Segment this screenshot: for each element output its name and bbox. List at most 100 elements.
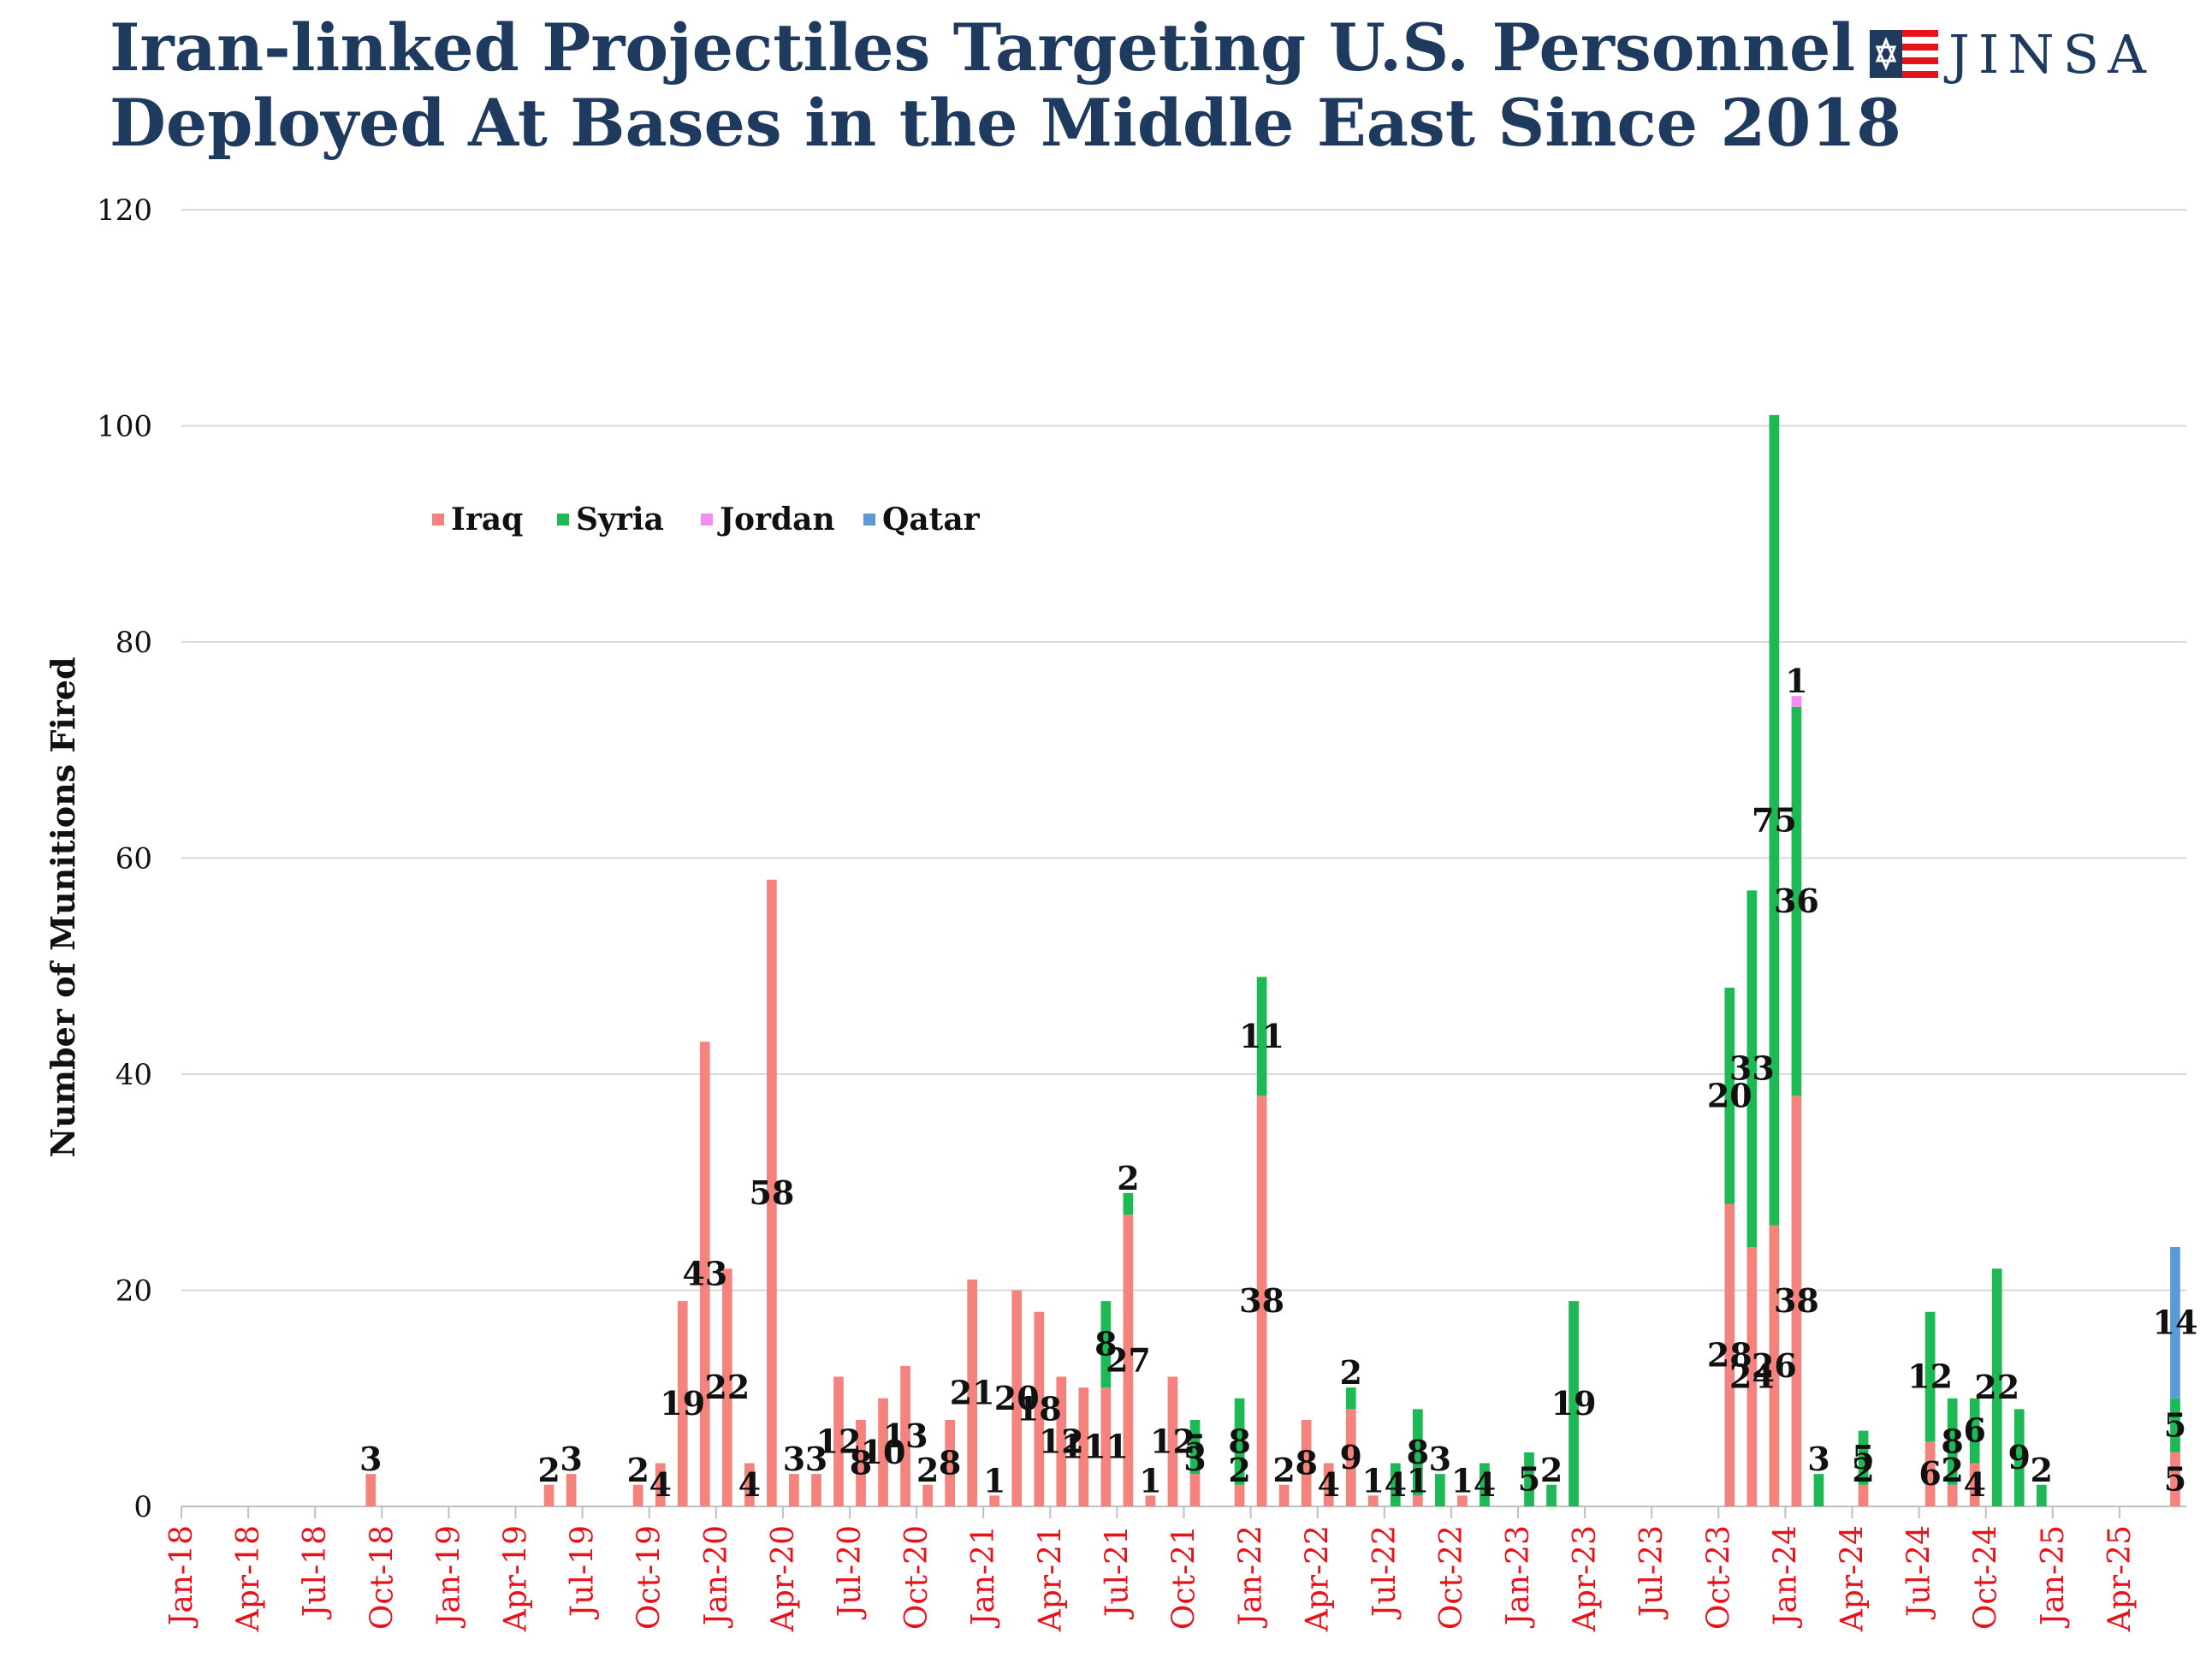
bar-syria: [1991, 1268, 2002, 1506]
x-tick-label: Jan-21: [966, 1525, 1001, 1629]
data-label: 5: [1183, 1428, 1206, 1466]
bar-iraq: [543, 1484, 554, 1506]
data-label: 3: [1183, 1440, 1206, 1478]
data-label: 12: [816, 1422, 862, 1460]
data-label: 8: [1295, 1444, 1317, 1482]
x-tick-label: Jan-24: [1768, 1525, 1803, 1629]
bar-syria: [1100, 1301, 1112, 1388]
bar-iraq: [1278, 1484, 1290, 1506]
y-tick-label: 100: [97, 410, 152, 444]
x-tick-label: Oct-24: [1969, 1525, 2004, 1630]
data-label: 1: [1785, 662, 1807, 700]
gridlines: [181, 209, 2186, 1507]
bar-iraq: [1234, 1484, 1245, 1506]
bar-syria: [1390, 1463, 1401, 1506]
data-label: 1: [983, 1461, 1005, 1500]
data-label: 11: [1061, 1428, 1106, 1466]
bar-jordan: [1791, 696, 1802, 707]
x-axis-ticks: Jan-18 Apr-18 Jul-18 Oct-18 Jan-19 Apr-19 Jul-…: [164, 1506, 2138, 1632]
data-label: 1: [1139, 1461, 1161, 1500]
bar-iraq: [1100, 1387, 1112, 1506]
data-label: 21: [950, 1373, 995, 1411]
legend-swatch: [432, 514, 444, 526]
bar-iraq: [900, 1365, 910, 1506]
legend-label: Iraq: [451, 502, 523, 538]
data-label: 3: [1429, 1440, 1451, 1478]
data-label: 2: [1117, 1159, 1139, 1197]
bar-iraq: [1145, 1495, 1156, 1506]
data-label: 8: [1407, 1433, 1429, 1471]
bar-iraq: [922, 1484, 933, 1506]
data-label: 20: [1707, 1076, 1752, 1114]
bar-syria: [1791, 706, 1802, 1096]
data-label: 4: [649, 1465, 671, 1504]
data-label: 2: [1272, 1451, 1295, 1489]
data-label: 8: [1228, 1422, 1250, 1460]
legend-label: Qatar: [882, 502, 981, 538]
data-label: 12: [1907, 1357, 1953, 1396]
title-line-1: Iran-linked Projectiles Targeting U.S. P…: [110, 9, 1856, 86]
x-tick-label: Jul-19: [566, 1525, 601, 1620]
data-label: 2: [537, 1451, 560, 1489]
data-label: 3: [359, 1440, 382, 1478]
y-axis-ticks: 0 20 40 60 80 100 120: [97, 193, 152, 1524]
data-label: 1: [1407, 1461, 1429, 1500]
y-tick-label: 20: [116, 1274, 152, 1309]
bars: [365, 414, 2180, 1506]
bar-iraq: [1167, 1376, 1178, 1506]
bar-iraq: [767, 879, 777, 1506]
logo-text: JINSA: [1948, 22, 2155, 86]
x-tick-label: Jul-23: [1634, 1525, 1669, 1620]
bar-syria: [1345, 1387, 1356, 1410]
x-tick-label: Jan-22: [1234, 1525, 1269, 1629]
data-label: 3: [805, 1440, 827, 1478]
data-label: 2: [1852, 1451, 1874, 1489]
legend: Iraq Syria Jordan Qatar: [432, 502, 981, 538]
data-label: 19: [660, 1384, 705, 1423]
x-tick-label: Apr-23: [1568, 1525, 1603, 1632]
chart-title: Iran-linked Projectiles Targeting U.S. P…: [110, 9, 1902, 161]
bar-iraq: [365, 1474, 377, 1506]
bar-iraq: [1256, 1096, 1267, 1506]
x-tick-label: Apr-21: [1033, 1525, 1068, 1632]
data-label: 2: [916, 1451, 939, 1489]
bar-iraq: [1791, 1096, 1802, 1506]
bar-syria: [1858, 1430, 1869, 1485]
data-label: 38: [1239, 1281, 1284, 1320]
bar-syria: [2013, 1409, 2025, 1506]
x-tick-label: Apr-19: [499, 1525, 534, 1632]
y-tick-label: 60: [116, 842, 152, 876]
x-tick-label: Oct-22: [1434, 1525, 1469, 1630]
data-label: 2: [1941, 1451, 1963, 1489]
data-label: 5: [1518, 1459, 1540, 1498]
x-tick-label: Oct-19: [632, 1525, 667, 1630]
bar-iraq: [2170, 1452, 2180, 1506]
data-label: 2: [1340, 1353, 1362, 1392]
x-tick-label: Jul-21: [1100, 1525, 1135, 1620]
bar-syria: [1435, 1474, 1445, 1506]
x-tick-label: Jul-24: [1902, 1525, 1937, 1620]
data-label: 3: [783, 1440, 805, 1478]
y-tick-label: 120: [97, 193, 152, 228]
data-label: 24: [1729, 1357, 1775, 1396]
data-label: 27: [1106, 1341, 1151, 1380]
bar-iraq: [1769, 1225, 1780, 1506]
bar-iraq: [1323, 1463, 1334, 1506]
bar-syria: [1480, 1463, 1490, 1506]
data-label: 13: [883, 1417, 928, 1455]
data-label: 4: [1317, 1465, 1339, 1504]
x-tick-label: Apr-22: [1301, 1525, 1336, 1632]
data-label: 10: [861, 1433, 906, 1471]
title-line-2: Deployed At Bases in the Middle East Sin…: [110, 85, 1902, 161]
data-label: 19: [1551, 1384, 1597, 1423]
data-label: 1: [1451, 1461, 1474, 1500]
bar-iraq: [1123, 1215, 1134, 1506]
data-label: 4: [1963, 1465, 1985, 1504]
data-label: 38: [1774, 1281, 1819, 1320]
x-tick-label: Jul-18: [298, 1525, 333, 1620]
bar-syria: [1746, 890, 1758, 1247]
bar-iraq: [1078, 1387, 1089, 1506]
bar-syria: [1947, 1398, 1958, 1485]
